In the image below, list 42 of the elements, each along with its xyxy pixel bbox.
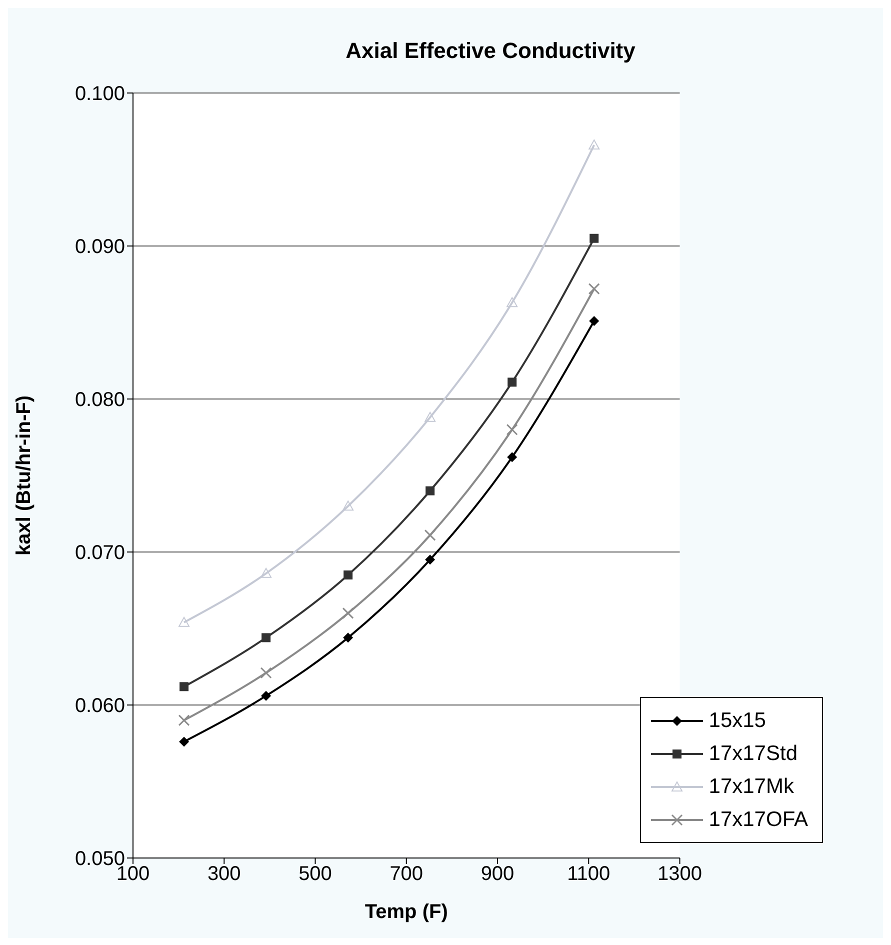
point bbox=[178, 616, 190, 627]
point bbox=[262, 633, 271, 642]
x-tick-label: 700 bbox=[390, 863, 424, 886]
x-axis-title: Temp (F) bbox=[364, 901, 448, 923]
point bbox=[590, 234, 599, 243]
x-tick-label: 1100 bbox=[567, 863, 610, 886]
point bbox=[589, 316, 600, 326]
x-tick-label: 300 bbox=[207, 863, 241, 886]
x-tick-label: 1300 bbox=[658, 863, 702, 886]
point bbox=[588, 283, 600, 295]
point bbox=[588, 140, 600, 150]
point bbox=[506, 424, 518, 436]
point bbox=[178, 714, 190, 726]
point bbox=[344, 570, 353, 580]
point bbox=[506, 297, 518, 308]
point bbox=[424, 412, 436, 422]
legend-label: 17x17OFA bbox=[708, 808, 808, 832]
legend-label: 17x17Mk bbox=[708, 774, 794, 798]
point bbox=[425, 554, 436, 565]
point bbox=[507, 452, 518, 462]
point bbox=[424, 529, 436, 541]
point bbox=[342, 500, 354, 511]
point bbox=[342, 607, 354, 619]
y-tick-label: 0.090 bbox=[74, 236, 125, 258]
legend-label: 17x17Std bbox=[708, 742, 798, 766]
point bbox=[260, 667, 272, 679]
y-tick-label: 0.100 bbox=[74, 83, 125, 106]
point bbox=[180, 682, 189, 692]
point bbox=[261, 690, 272, 701]
y-tick-label: 0.080 bbox=[74, 389, 125, 412]
y-axis-title: kaxl (Btu/hr-in-F) bbox=[13, 396, 36, 556]
legend-label: 15x15 bbox=[708, 708, 766, 732]
y-tick-label: 0.070 bbox=[74, 542, 125, 564]
point bbox=[179, 736, 190, 747]
x-tick-label: 500 bbox=[298, 863, 332, 886]
point bbox=[343, 632, 354, 643]
point bbox=[508, 378, 517, 387]
point bbox=[426, 486, 435, 496]
x-tick-label: 900 bbox=[480, 863, 514, 886]
point bbox=[260, 568, 272, 578]
chart-title: Axial Effective Conductivity bbox=[344, 37, 636, 63]
y-tick-label: 0.060 bbox=[74, 695, 125, 718]
